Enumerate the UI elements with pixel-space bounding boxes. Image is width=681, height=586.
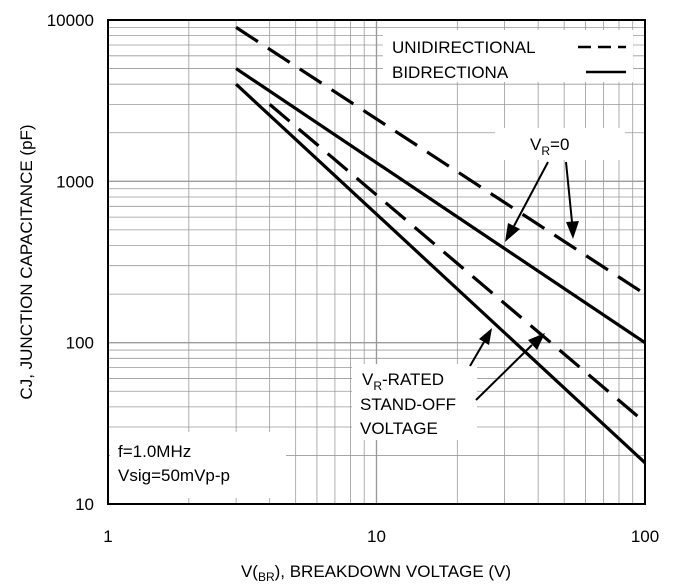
vr-rated-arrowhead-left xyxy=(479,328,492,345)
annotation-vr-rated-box xyxy=(352,364,477,440)
series-line-3-dashed xyxy=(268,103,647,424)
annotation-conditions: f=1.0MHz Vsig=50mVp-p xyxy=(110,432,286,498)
legend-label-bidirectional: BIDRECTIONA xyxy=(392,63,509,82)
y-tick-label: 10000 xyxy=(47,11,94,30)
vr-rated-arrow-shaft-left xyxy=(469,341,485,367)
legend-label-unidirectional: UNIDIRECTIONAL xyxy=(392,38,536,57)
vr-rated-arrowhead-right xyxy=(528,333,545,350)
x-tick-label: 100 xyxy=(631,527,659,546)
series-line-4-solid xyxy=(235,83,647,464)
legend-box xyxy=(383,30,633,82)
annotation-vr-rated-line2: STAND-OFF xyxy=(360,395,456,414)
series-line-1-dashed xyxy=(235,26,646,296)
y-axis-label: CJ, JUNCTION CAPACITANCE (pF) xyxy=(17,124,36,399)
annotation-conditions-box xyxy=(110,432,286,498)
vr-rated-arrow-shaft-right xyxy=(475,344,533,401)
annotation-vr0-box xyxy=(495,128,625,160)
annotation-vr-rated-line1: VR-RATED xyxy=(362,370,444,393)
y-tick-label: 1000 xyxy=(56,172,94,191)
annotation-vr0-text: VR=0 xyxy=(530,135,569,158)
vr0-arrow-shaft-left xyxy=(513,161,549,227)
x-tick-label: 1 xyxy=(103,527,112,546)
x-tick-label: 10 xyxy=(367,527,386,546)
annotation-vr-rated-line3: VOLTAGE xyxy=(360,419,438,438)
vr0-arrowhead-left xyxy=(505,223,520,242)
legend: UNIDIRECTIONAL BIDRECTIONA xyxy=(383,30,633,82)
x-axis-label: V(BR), BREAKDOWN VOLTAGE (V) xyxy=(241,562,511,584)
vr0-arrow-shaft-right xyxy=(565,161,573,223)
series-group xyxy=(235,26,647,464)
y-tick-label: 100 xyxy=(66,334,94,353)
annotation-conditions-line2: Vsig=50mVp-p xyxy=(118,466,230,485)
annotation-conditions-line1: f=1.0MHz xyxy=(118,442,191,461)
plot-frame xyxy=(107,19,646,505)
annotation-vr0: VR=0 xyxy=(495,128,625,242)
tick-labels: 1 10 100 10 100 1000 10000 xyxy=(47,11,659,546)
annotation-vr-rated: VR-RATED STAND-OFF VOLTAGE xyxy=(352,328,545,440)
vr0-arrowhead-right xyxy=(566,221,579,239)
series-line-2-solid xyxy=(235,67,646,345)
y-tick-label: 10 xyxy=(75,495,94,514)
